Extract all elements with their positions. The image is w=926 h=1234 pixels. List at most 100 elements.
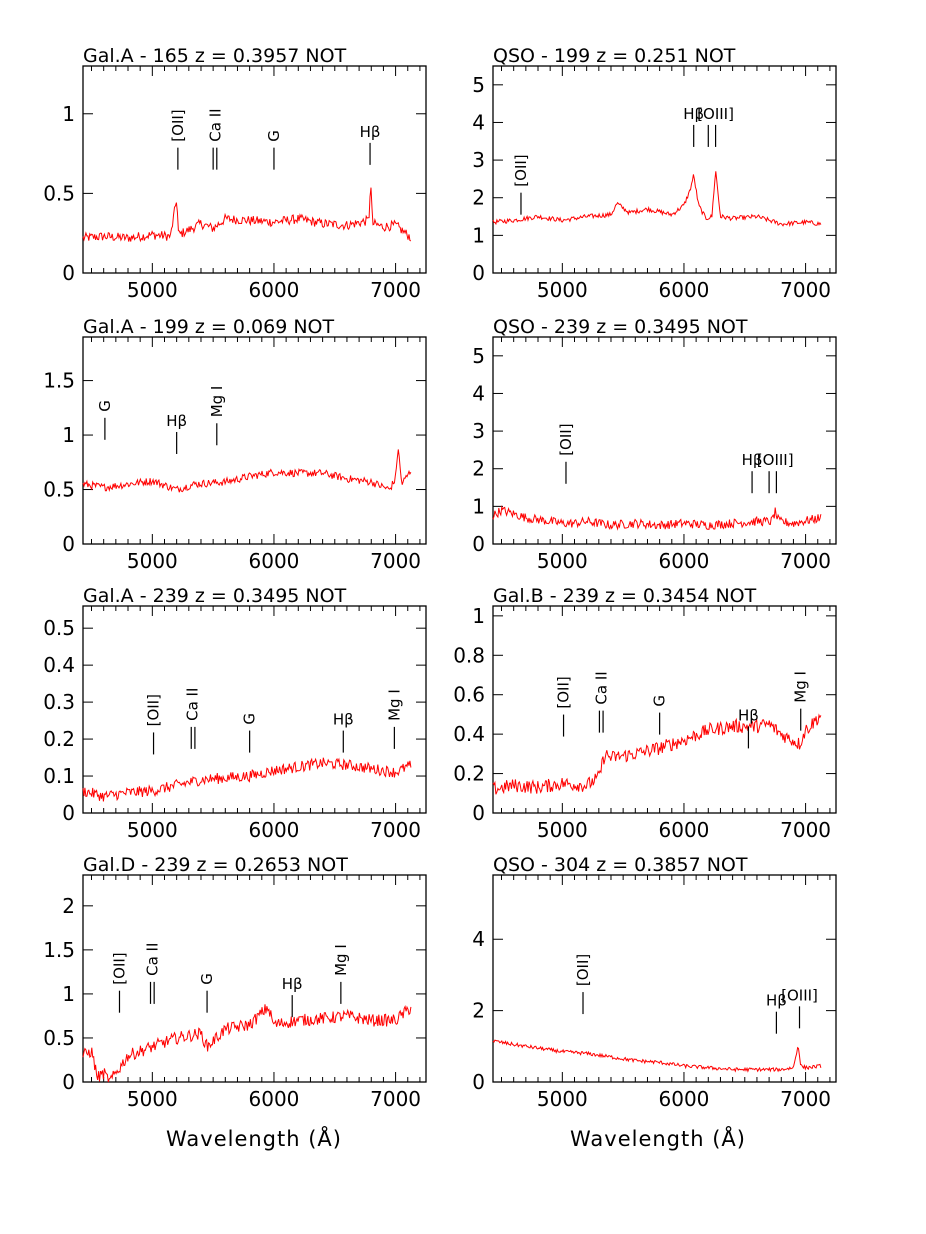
spectrum-line (492, 713, 822, 795)
plot-frame (492, 65, 837, 274)
line-label: [OIII] (697, 105, 734, 123)
y-tick-label: 1 (62, 982, 75, 1006)
line-label: Hβ (282, 975, 303, 993)
x-tick-label: 5000 (127, 278, 178, 302)
y-tick-label: 1 (472, 494, 485, 518)
plot-frame (82, 65, 427, 274)
line-label: [OII] (512, 154, 530, 186)
y-tick-label: 0.5 (43, 478, 75, 502)
x-tick-label: 7000 (780, 549, 831, 573)
spectrum-panel-3: Gal.A - 199 z = 0.069 NOT 5000 6000 7000 0 0.… (43, 316, 427, 573)
y-tick-label: 0 (62, 1070, 75, 1094)
spectrum-line (492, 505, 822, 531)
spectrum-panel-1: Gal.A - 165 z = 0.3957 NOT 5000 6000 7000 0 0… (43, 45, 427, 302)
y-tick-label: 1 (472, 223, 485, 247)
line-label: G (198, 973, 216, 985)
y-tick-label: 0 (62, 532, 75, 556)
x-tick-label: 5000 (537, 1087, 588, 1111)
panel-title: Gal.A - 239 z = 0.3495 NOT (83, 585, 347, 607)
line-label: Ca II (184, 688, 202, 721)
y-tick-label: 5 (472, 73, 485, 97)
y-tick-label: 4 (472, 110, 485, 134)
line-label: [OII] (111, 952, 129, 984)
spectrum-line (82, 449, 412, 493)
y-tick-label: 0 (472, 261, 485, 285)
line-label: G (265, 130, 283, 142)
y-tick-label: 5 (472, 344, 485, 368)
line-label: [OII] (555, 676, 573, 708)
y-tick-label: 1.5 (43, 369, 75, 393)
line-label: Hβ (360, 123, 381, 141)
y-tick-label: 2 (472, 186, 485, 210)
y-tick-label: 3 (472, 148, 485, 172)
panel-title: Gal.B - 239 z = 0.3454 NOT (493, 585, 757, 607)
spectrum-line (82, 187, 412, 243)
y-tick-label: 1 (62, 102, 75, 126)
spectrum-line (492, 1039, 822, 1073)
line-label: Mg I (385, 689, 403, 721)
y-tick-label: 0.5 (43, 616, 75, 640)
line-label: Mg I (208, 386, 226, 418)
x-tick-label: 6000 (659, 818, 710, 842)
spectrum-panel-6: Gal.B - 239 z = 0.3454 NOT 5000 6000 7000 0 0… (453, 585, 837, 842)
spectrum-line (492, 171, 822, 228)
x-tick-label: 6000 (659, 1087, 710, 1111)
plot-frame (492, 874, 837, 1083)
y-tick-label: 0.2 (43, 727, 75, 751)
line-label: Hβ (766, 992, 787, 1010)
line-label: G (96, 400, 114, 412)
y-tick-label: 0 (62, 261, 75, 285)
spectrum-line (82, 757, 412, 802)
line-label: Hβ (333, 711, 354, 729)
line-label: Ca II (143, 943, 161, 976)
line-label: G (241, 713, 259, 725)
x-tick-label: 7000 (370, 278, 421, 302)
panel-title: QSO - 239 z = 0.3495 NOT (493, 316, 748, 338)
x-tick-label: 7000 (370, 818, 421, 842)
line-label: Hβ (166, 412, 187, 430)
line-label: [OIII] (757, 451, 794, 469)
panel-title: Gal.A - 165 z = 0.3957 NOT (83, 45, 347, 67)
panel-title: Gal.A - 199 z = 0.069 NOT (83, 316, 334, 338)
x-tick-label: 6000 (249, 1087, 300, 1111)
spectrum-panel-5: Gal.A - 239 z = 0.3495 NOT 5000 6000 7000 0 0… (43, 585, 427, 842)
x-tick-label: 7000 (370, 1087, 421, 1111)
x-axis-label-left: Wavelength (Å) (166, 1125, 342, 1151)
line-label: Hβ (742, 451, 763, 469)
y-tick-label: 0.1 (43, 764, 75, 788)
y-tick-label: 0.2 (453, 762, 485, 786)
y-tick-label: 0 (472, 532, 485, 556)
spectrum-panel-7: Gal.D - 239 z = 0.2653 NOT 5000 6000 7000 0 0… (43, 854, 427, 1111)
line-label: [OII] (557, 423, 575, 455)
y-tick-label: 1 (62, 423, 75, 447)
y-tick-label: 0.3 (43, 690, 75, 714)
y-tick-label: 1.5 (43, 938, 75, 962)
panel-title: QSO - 304 z = 0.3857 NOT (493, 854, 748, 876)
y-tick-label: 1 (472, 604, 485, 628)
x-tick-label: 5000 (127, 549, 178, 573)
x-tick-label: 5000 (127, 818, 178, 842)
x-tick-label: 6000 (659, 549, 710, 573)
spectrum-panel-4: QSO - 239 z = 0.3495 NOT 5000 6000 7000 0 1 2 3… (472, 316, 837, 573)
panel-title: Gal.D - 239 z = 0.2653 NOT (83, 854, 348, 876)
y-tick-label: 4 (472, 381, 485, 405)
plot-frame (82, 336, 427, 545)
y-tick-label: 4 (472, 927, 485, 951)
x-tick-label: 7000 (780, 818, 831, 842)
y-tick-label: 0.4 (453, 722, 485, 746)
plot-frame (82, 605, 427, 814)
plot-frame (492, 605, 837, 814)
x-tick-label: 7000 (370, 549, 421, 573)
x-tick-label: 6000 (249, 549, 300, 573)
spectrum-panel-2: QSO - 199 z = 0.251 NOT 5000 6000 7000 0 1 2 3 4… (472, 45, 837, 302)
y-tick-label: 0.4 (43, 653, 75, 677)
x-tick-label: 5000 (537, 818, 588, 842)
line-label: [OIII] (781, 986, 818, 1004)
x-tick-label: 6000 (249, 278, 300, 302)
line-label: Hβ (738, 706, 759, 724)
plot-frame (492, 336, 837, 545)
x-tick-label: 6000 (659, 278, 710, 302)
line-label: Hβ (683, 105, 704, 123)
line-label: Ca II (592, 671, 610, 704)
